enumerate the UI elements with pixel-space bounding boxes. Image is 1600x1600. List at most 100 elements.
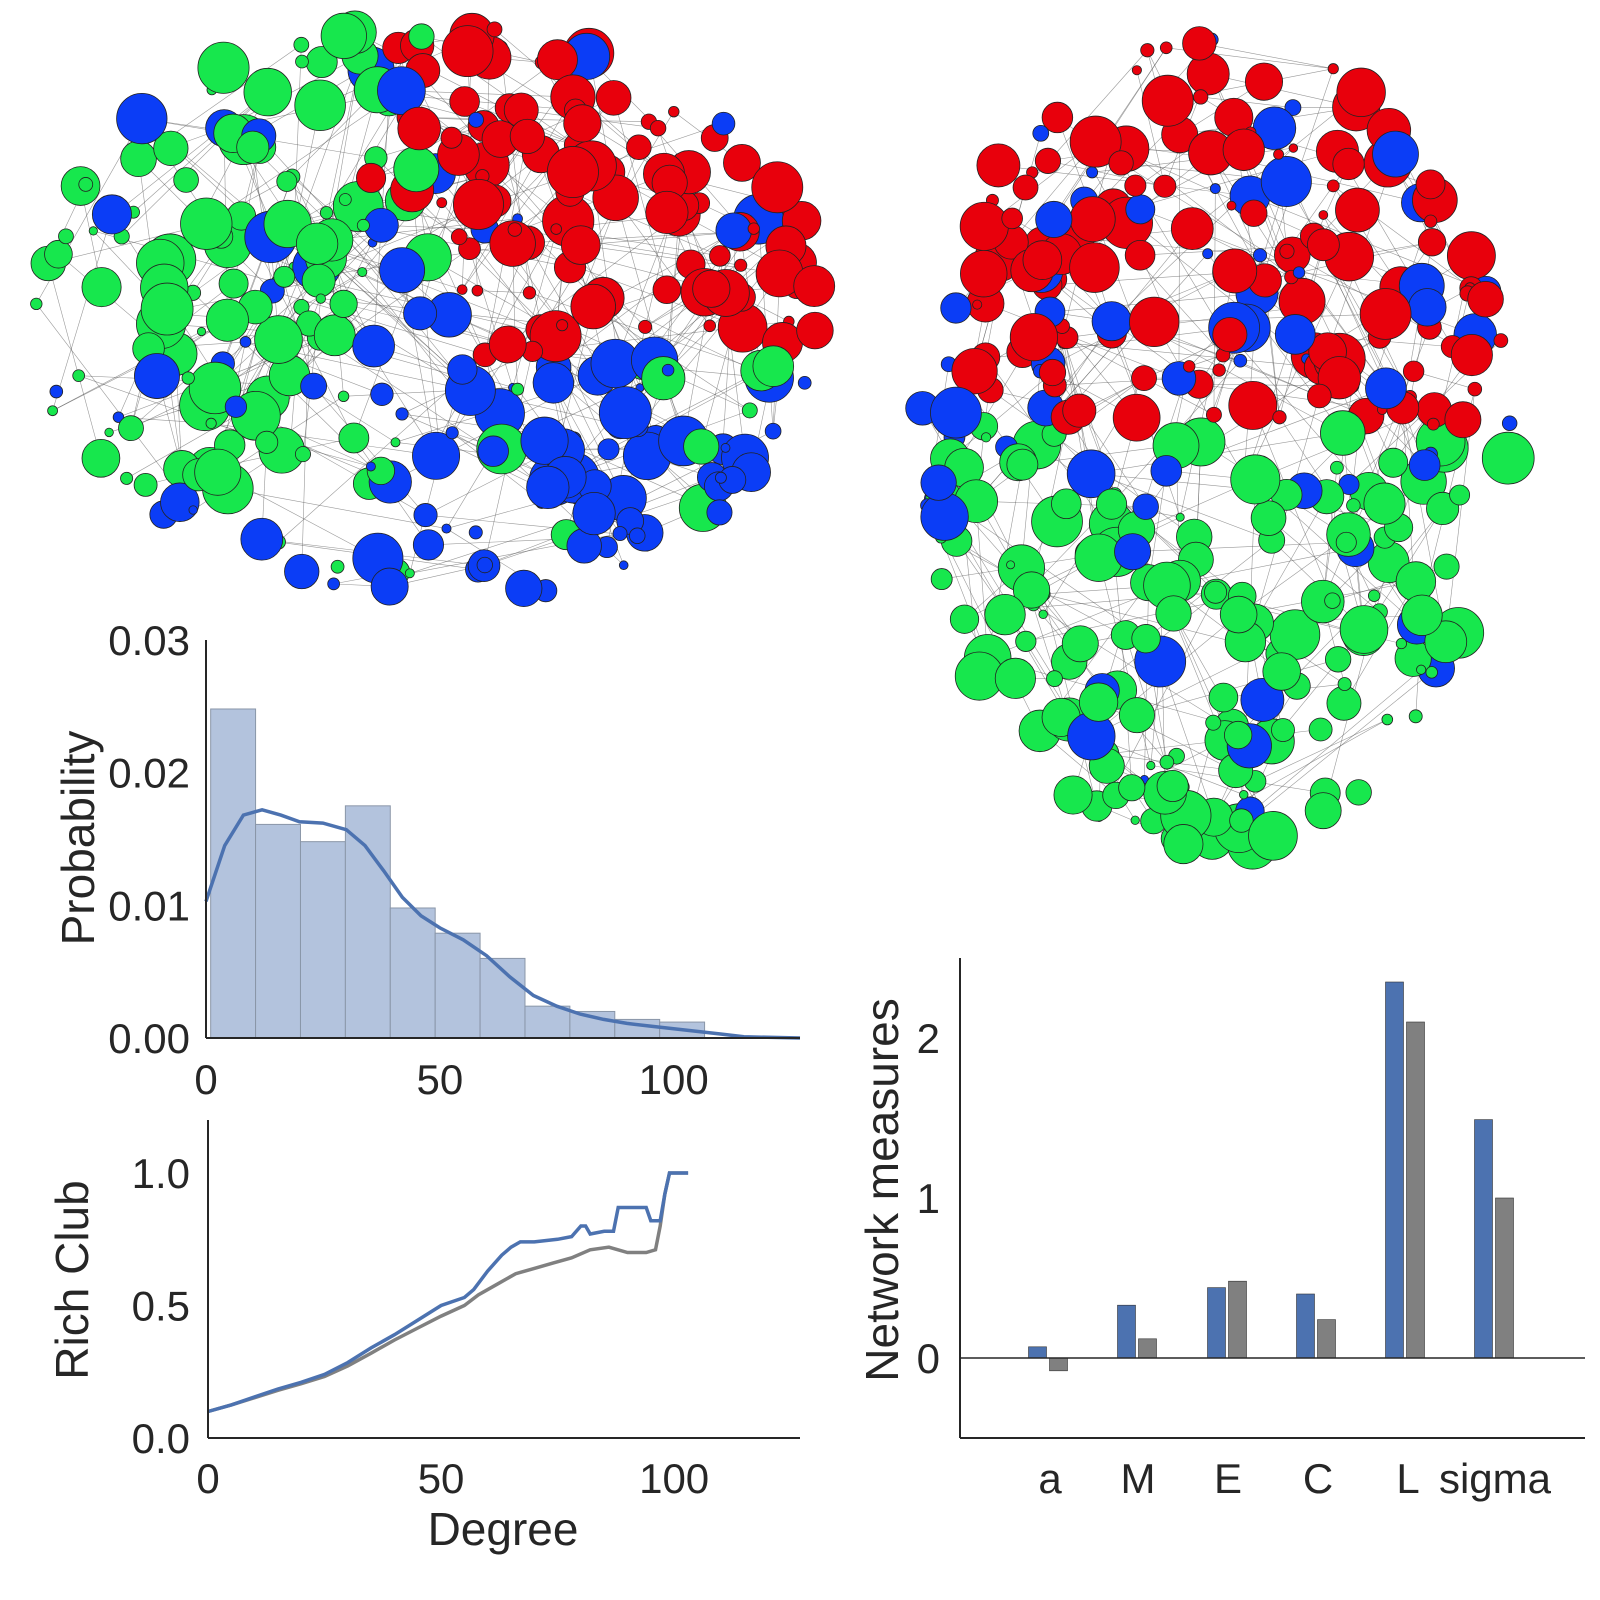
network-edge	[1241, 669, 1422, 821]
network-node	[1140, 43, 1155, 58]
network-edge	[613, 97, 668, 290]
network-node	[1108, 150, 1134, 176]
network-node	[153, 130, 189, 166]
network-node	[315, 293, 326, 304]
network-node	[1326, 685, 1362, 721]
network-node	[706, 499, 733, 526]
network-node	[293, 36, 310, 53]
network-node	[1038, 358, 1067, 387]
network-node	[327, 577, 340, 591]
network-edge	[477, 290, 530, 294]
network-node	[1066, 449, 1116, 499]
network-node	[1244, 62, 1284, 101]
network-edge	[206, 90, 402, 224]
network-node	[397, 106, 441, 151]
network-node	[949, 604, 980, 634]
network-node	[1450, 334, 1493, 377]
network-node	[764, 422, 782, 440]
network-node	[379, 247, 426, 294]
network-node	[1112, 393, 1161, 442]
network-node	[1155, 595, 1192, 632]
hist-ytick-label: 0.02	[108, 750, 190, 797]
network-node	[797, 375, 812, 390]
network-node	[477, 435, 509, 467]
network-edge	[1213, 188, 1216, 415]
network-node	[356, 162, 387, 193]
network-node	[88, 226, 98, 236]
network-node	[441, 523, 452, 534]
network-node	[1132, 493, 1159, 520]
network-node	[58, 228, 74, 245]
network-node	[1273, 148, 1284, 160]
hist-ytick-label: 0.00	[108, 1015, 190, 1062]
network-node	[91, 194, 132, 235]
network-node	[537, 39, 578, 81]
network-node	[1202, 248, 1214, 260]
network-node	[1395, 637, 1407, 650]
network-node	[526, 465, 570, 510]
network-node	[752, 345, 795, 387]
network-node	[1320, 410, 1366, 456]
network-node	[572, 491, 616, 536]
rc-xtick-label: 0	[196, 1455, 219, 1502]
histogram-bar	[255, 823, 301, 1039]
network-node	[1209, 183, 1221, 194]
network-node	[1212, 248, 1258, 294]
network-node	[1446, 231, 1496, 281]
histogram-bar	[434, 932, 481, 1039]
histogram-bar	[210, 708, 257, 1039]
network-node	[1307, 383, 1332, 409]
network-node	[393, 146, 440, 193]
network-node	[1424, 620, 1468, 664]
hist-ytick-label: 0.03	[108, 617, 190, 664]
network-node	[1272, 410, 1287, 425]
network-node	[720, 443, 731, 453]
network-node	[329, 289, 358, 318]
network-node	[1260, 156, 1312, 207]
histogram-bars	[210, 708, 706, 1039]
rc-ytick-label: 0.0	[132, 1415, 190, 1462]
network-edge	[1148, 470, 1167, 583]
network-node	[1229, 808, 1254, 833]
network-node	[1001, 207, 1023, 230]
network-node	[1346, 498, 1361, 513]
network-edge	[512, 231, 740, 244]
network-node	[173, 167, 199, 193]
network-node	[1493, 333, 1509, 348]
network-node	[1274, 314, 1316, 355]
network-node	[1069, 196, 1116, 243]
network-node	[598, 386, 652, 439]
network-node	[133, 472, 158, 497]
network-node	[1032, 124, 1050, 142]
network-node	[1205, 406, 1222, 423]
network-node	[683, 428, 720, 465]
network-node	[1402, 360, 1425, 383]
hist-xtick-label: 50	[416, 1056, 463, 1103]
network-node	[561, 225, 601, 265]
network-node	[1130, 815, 1140, 825]
network-edge	[1222, 354, 1367, 417]
network-node	[197, 41, 250, 94]
network-node	[1250, 500, 1287, 536]
network-node	[1335, 187, 1380, 233]
histogram-bar	[344, 805, 391, 1039]
measure-bar	[1406, 1021, 1425, 1359]
network-node	[449, 86, 480, 117]
network-node	[1415, 169, 1446, 200]
network-sagittal-view	[30, 10, 836, 607]
network-node	[1150, 455, 1183, 487]
network-node	[1304, 792, 1342, 830]
network-axial-view	[905, 26, 1535, 870]
network-node	[1141, 74, 1194, 127]
measure-bar	[1228, 1280, 1247, 1359]
nm-xtick-label: sigma	[1439, 1455, 1552, 1502]
network-node	[980, 432, 992, 443]
network-node	[529, 310, 582, 363]
network-edge	[1136, 659, 1339, 716]
network-node	[668, 105, 680, 118]
rc-ytick-label: 1.0	[132, 1150, 190, 1197]
network-node	[641, 356, 686, 401]
network-node	[1332, 147, 1365, 181]
network-node	[118, 415, 144, 442]
network-node	[240, 517, 284, 561]
